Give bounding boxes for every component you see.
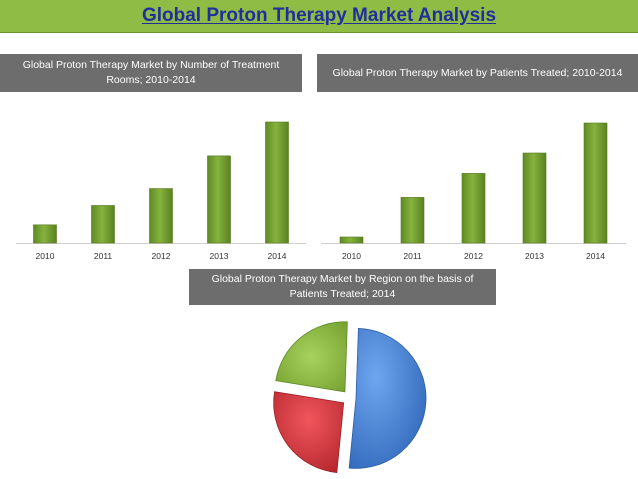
tick-label-2014: 2014	[586, 251, 605, 261]
chart-title-treatment-rooms: Global Proton Therapy Market by Number o…	[0, 54, 302, 92]
pie-slice-0	[348, 328, 427, 469]
bar-2010	[339, 236, 364, 244]
tick-label-2012: 2012	[152, 251, 171, 261]
tick-label-2011: 2011	[403, 251, 422, 261]
bar-2014	[265, 121, 289, 244]
pie-slice-2	[275, 321, 348, 393]
tick-label-2010: 2010	[342, 251, 361, 261]
chart-title-patients-treated: Global Proton Therapy Market by Patients…	[317, 54, 638, 92]
tick-label-2012: 2012	[464, 251, 483, 261]
page-title: Global Proton Therapy Market Analysis	[141, 5, 497, 26]
bar-2012	[149, 188, 173, 244]
tick-label-2011: 2011	[94, 251, 113, 261]
bar-2014	[583, 122, 608, 244]
bar-2010	[33, 224, 57, 244]
tick-label-2013: 2013	[210, 251, 229, 261]
pie-slice-1	[273, 391, 345, 473]
tick-label-2013: 2013	[525, 251, 544, 261]
tick-label-2010: 2010	[36, 251, 55, 261]
tick-label-2014: 2014	[268, 251, 287, 261]
bar-2011	[400, 197, 425, 244]
bar-2012	[461, 173, 486, 244]
title-banner	[0, 0, 638, 33]
chart-title-region-pie: Global Proton Therapy Market by Region o…	[189, 269, 496, 305]
bar-2013	[207, 155, 231, 244]
bar-2013	[522, 152, 547, 244]
page-title-wrap: Global Proton Therapy Market Analysis	[0, 0, 638, 32]
bar-2011	[91, 205, 115, 244]
